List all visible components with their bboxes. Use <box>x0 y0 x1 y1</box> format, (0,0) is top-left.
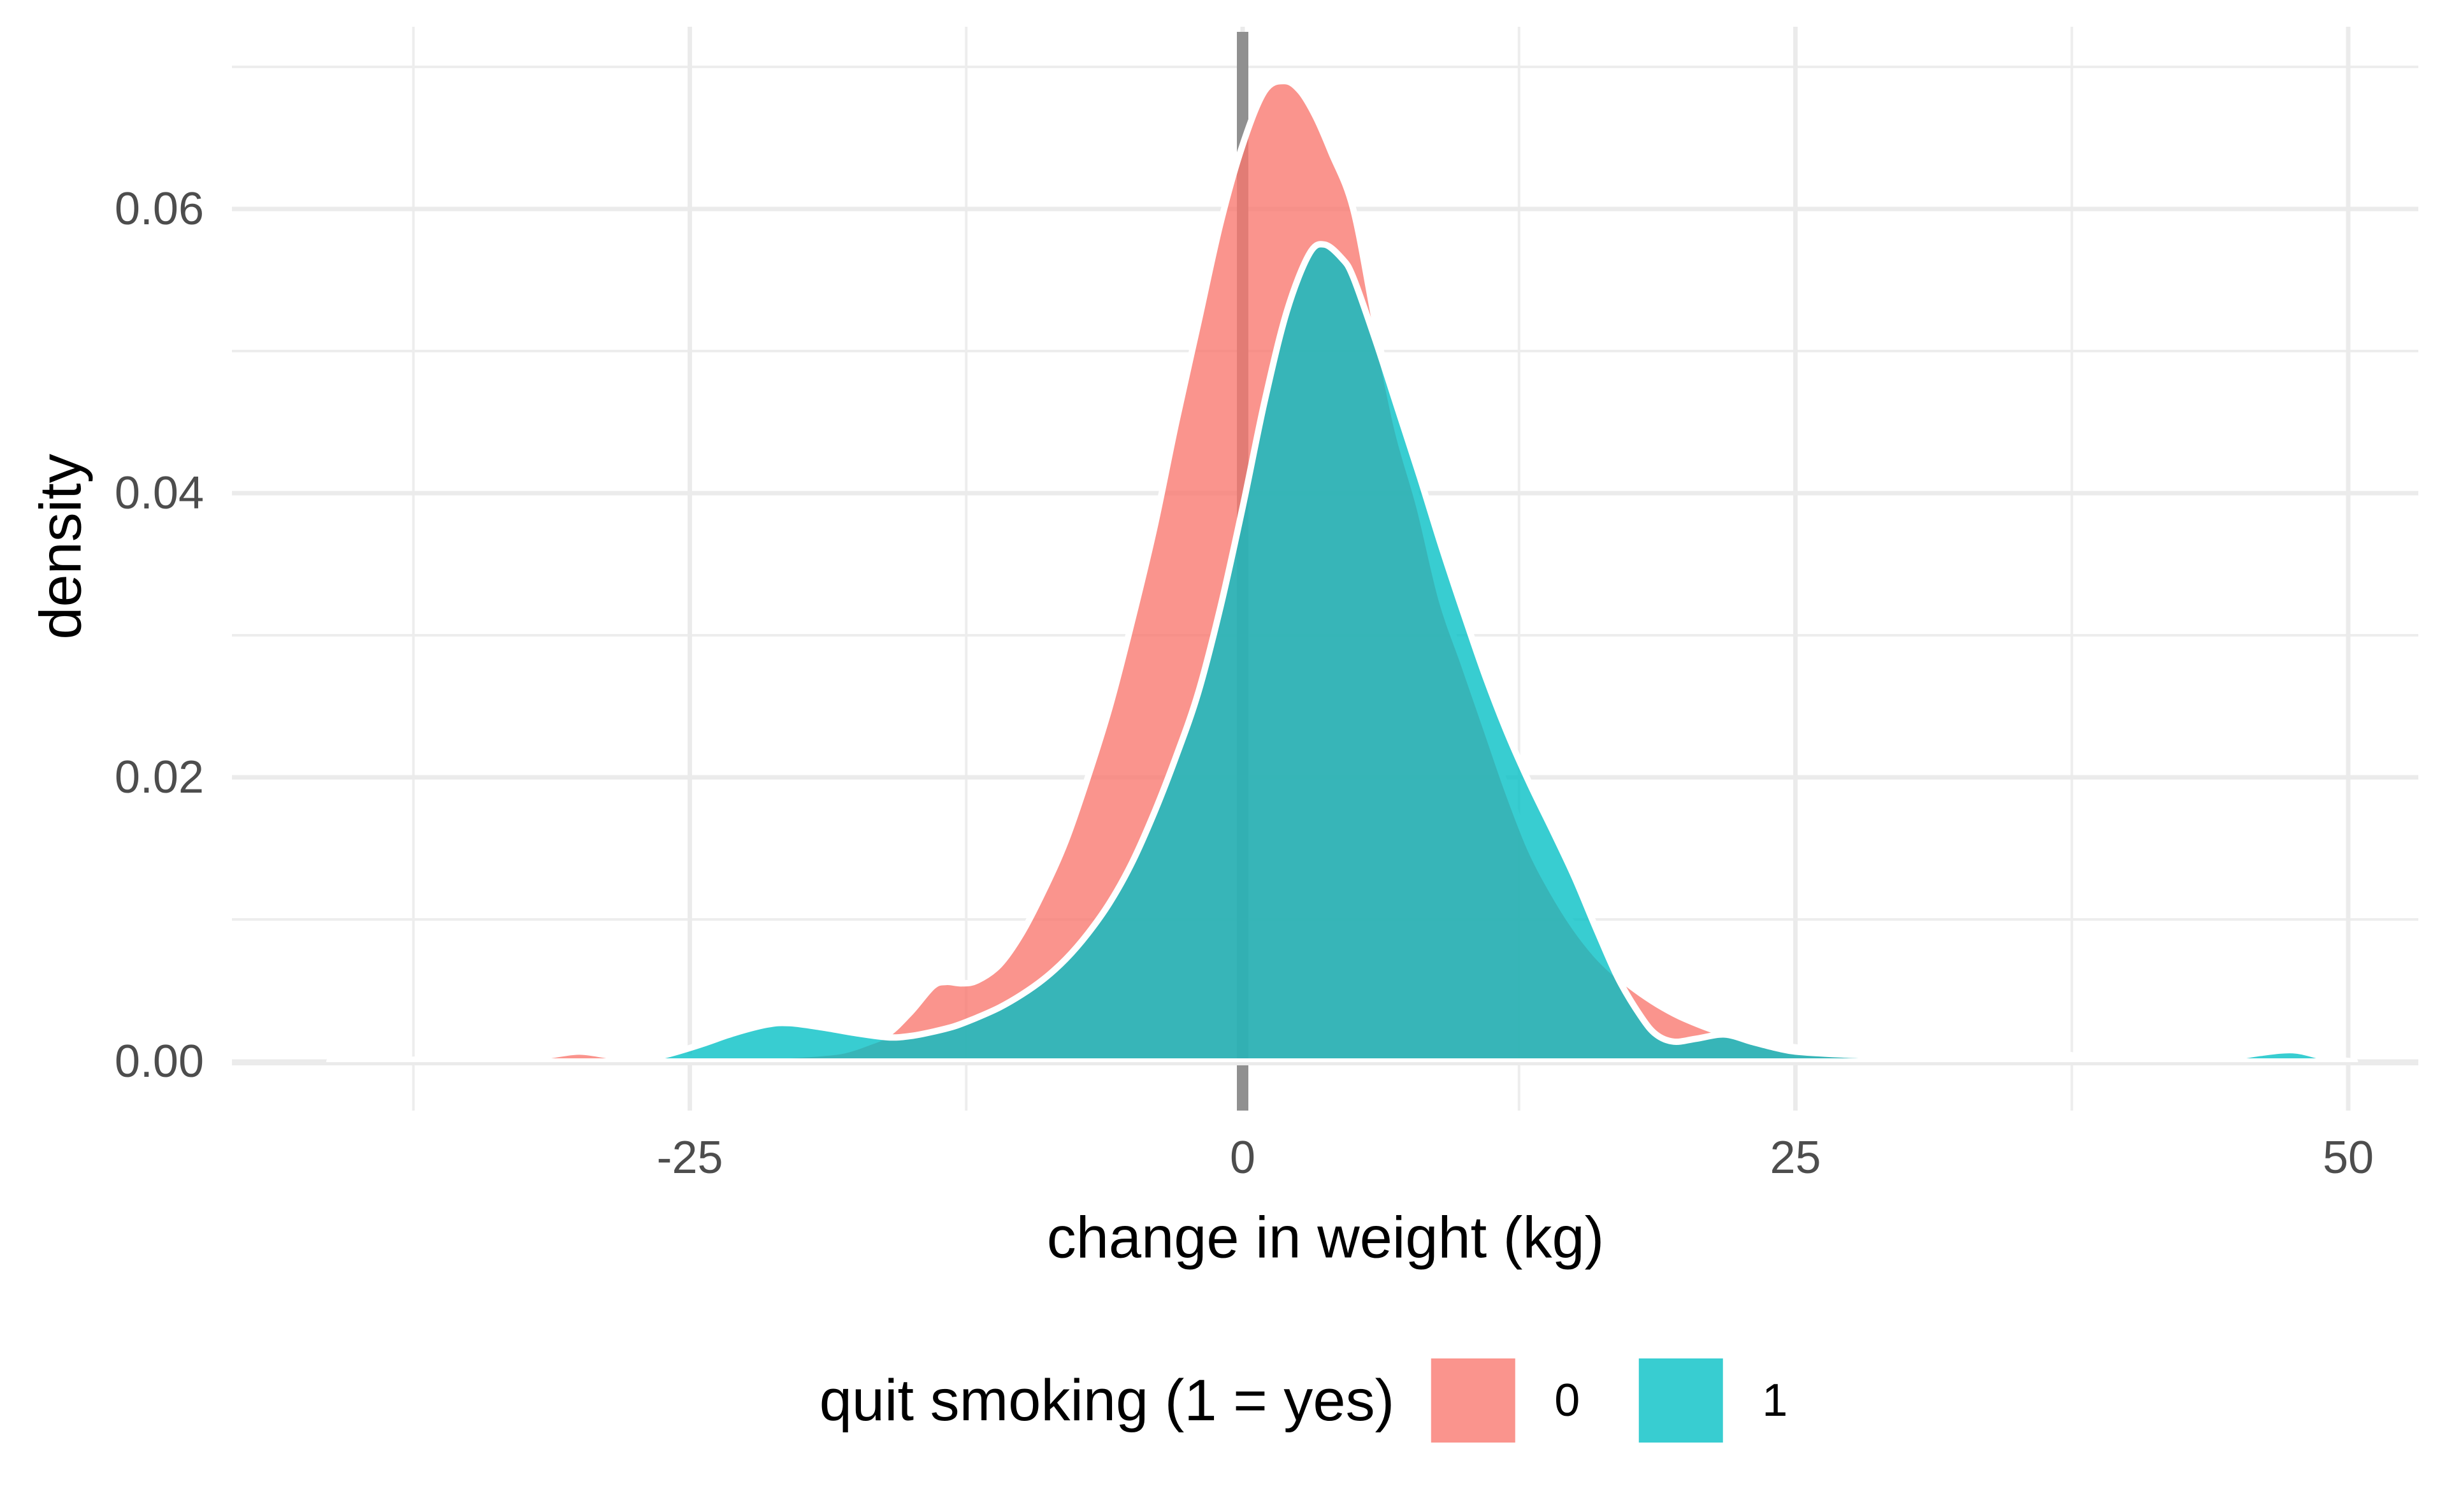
y-tick-label: 0.00 <box>115 1036 204 1087</box>
x-tick-label: -25 <box>656 1132 723 1183</box>
legend-swatch-0-icon <box>1431 1358 1516 1443</box>
legend-label-1: 1 <box>1762 1375 1788 1426</box>
x-tick-label: 25 <box>1770 1132 1821 1183</box>
legend-key-0: 0 <box>1431 1358 1639 1443</box>
legend-label-0: 0 <box>1554 1375 1580 1426</box>
legend-title: quit smoking (1 = yes) <box>819 1367 1395 1433</box>
y-tick-label: 0.02 <box>115 752 204 803</box>
y-tick-label: 0.06 <box>115 184 204 234</box>
legend-key-1: 1 <box>1639 1358 1847 1443</box>
y-axis-title: density <box>28 454 94 640</box>
x-axis-title: change in weight (kg) <box>1046 1205 1605 1271</box>
x-tick-label: 50 <box>2323 1132 2374 1183</box>
y-tick-label: 0.04 <box>115 468 204 519</box>
legend: quit smoking (1 = yes) 0 1 <box>819 1356 1847 1445</box>
legend-swatch-1-icon <box>1639 1358 1724 1443</box>
density-area-1 <box>631 241 2358 1065</box>
x-tick-label: 0 <box>1230 1132 1255 1183</box>
